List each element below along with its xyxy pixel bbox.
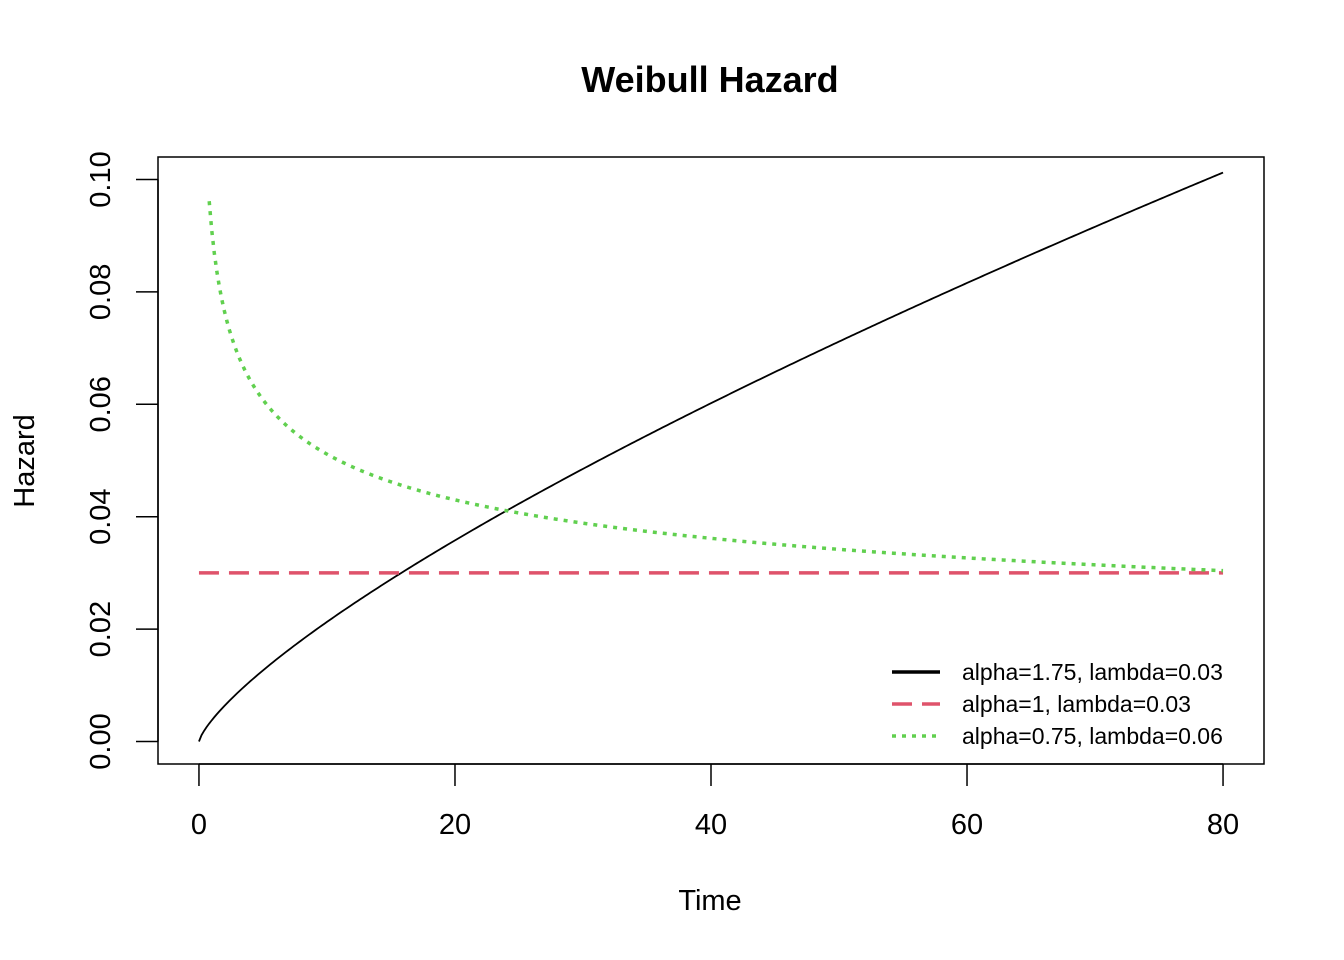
y-axis: 0.00 0.02 0.04 0.06 0.08 0.10 [85,151,159,770]
y-tick-label: 0.02 [85,601,117,657]
x-tick-label: 0 [191,809,207,841]
series-line-3 [207,201,1224,573]
y-tick-label: 0.04 [85,488,117,544]
legend-label-2: alpha=1, lambda=0.03 [962,691,1191,717]
legend-label-1: alpha=1.75, lambda=0.03 [962,659,1223,685]
chart-title: Weibull Hazard [581,59,838,100]
x-tick-label: 40 [695,809,727,841]
x-tick-label: 20 [439,809,471,841]
y-tick-label: 0.08 [85,264,117,320]
legend: alpha=1.75, lambda=0.03 alpha=1, lambda=0… [892,659,1223,749]
y-axis-label: Hazard [9,414,41,508]
x-tick-label: 60 [951,809,983,841]
series-layer [198,171,1224,742]
y-tick-label: 0.10 [85,151,117,207]
x-axis: 0 20 40 60 80 [191,763,1239,841]
x-axis-label: Time [678,885,741,917]
legend-label-3: alpha=0.75, lambda=0.06 [962,723,1223,749]
x-tick-label: 80 [1207,809,1239,841]
series-line-1 [198,171,1224,742]
y-tick-label: 0.06 [85,376,117,432]
y-tick-label: 0.00 [85,713,117,769]
